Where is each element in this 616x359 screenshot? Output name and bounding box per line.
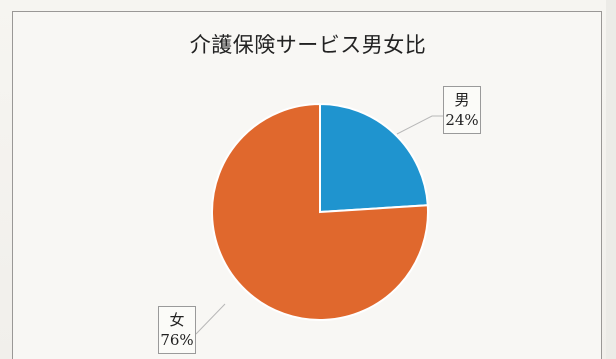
pie-slices bbox=[211, 102, 429, 321]
value-label: 24% bbox=[445, 111, 479, 129]
category-label: 女 bbox=[169, 311, 185, 329]
leader-line-male bbox=[396, 115, 443, 135]
leader-line-female bbox=[195, 303, 226, 335]
slice-female bbox=[211, 102, 429, 321]
chart-title: 介護保険サービス男女比 bbox=[189, 33, 427, 57]
slice-label-male: 男 24% bbox=[443, 86, 481, 134]
value-label: 76% bbox=[160, 331, 194, 349]
slice-label-female: 女 76% bbox=[158, 306, 196, 354]
leader-lines bbox=[195, 115, 443, 335]
category-label: 男 bbox=[454, 91, 470, 109]
page-edge bbox=[606, 0, 616, 359]
slice-male bbox=[319, 102, 429, 214]
